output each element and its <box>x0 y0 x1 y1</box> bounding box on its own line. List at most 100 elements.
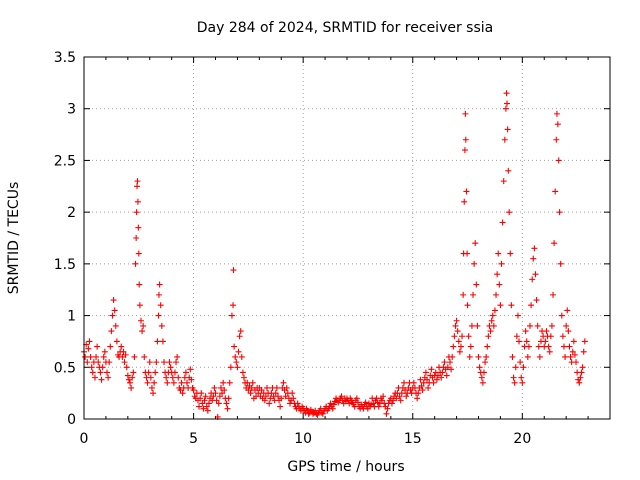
data-point-marker <box>127 379 134 386</box>
data-point-marker <box>227 364 234 371</box>
data-point-marker <box>144 379 151 386</box>
data-point-marker <box>245 387 252 394</box>
x-axis-label: GPS time / hours <box>287 459 404 475</box>
data-point-marker <box>511 379 518 386</box>
data-point-marker <box>273 384 280 391</box>
data-point-marker <box>520 364 527 371</box>
data-point-marker <box>536 353 543 360</box>
data-point-marker <box>534 322 541 329</box>
data-point-marker <box>134 178 141 185</box>
data-point-marker <box>118 343 125 350</box>
data-point-marker <box>120 348 127 355</box>
data-point-marker <box>480 369 487 376</box>
data-point-marker <box>217 384 224 391</box>
data-point-marker <box>525 343 532 350</box>
data-point-marker <box>204 407 211 414</box>
data-point-marker <box>530 255 537 262</box>
data-point-marker <box>104 369 111 376</box>
data-point-marker <box>434 372 441 379</box>
plot-frame <box>83 56 611 420</box>
data-point-marker <box>202 393 209 400</box>
data-point-marker <box>516 338 523 345</box>
data-point-marker <box>201 397 208 404</box>
data-point-marker <box>159 338 166 345</box>
data-point-marker <box>108 328 115 335</box>
data-point-marker <box>133 209 140 216</box>
data-point-marker <box>228 312 235 319</box>
data-point-marker <box>508 302 515 309</box>
data-point-marker <box>547 333 554 340</box>
data-point-marker <box>197 395 204 402</box>
data-point-marker <box>131 353 138 360</box>
data-point-marker <box>87 353 94 360</box>
data-point-marker <box>319 410 326 417</box>
data-point-marker <box>101 348 108 355</box>
data-point-marker <box>215 400 222 407</box>
data-point-marker <box>560 343 567 350</box>
data-point-marker <box>221 387 228 394</box>
data-point-marker <box>112 322 119 329</box>
data-point-marker <box>384 405 391 412</box>
data-point-marker <box>158 322 165 329</box>
x-tick-label: 10 <box>294 431 312 447</box>
data-point-marker <box>282 393 289 400</box>
data-point-marker <box>258 387 265 394</box>
data-point-marker <box>97 369 104 376</box>
data-point-marker <box>507 250 514 257</box>
data-point-marker <box>501 136 508 143</box>
data-point-marker <box>182 369 189 376</box>
data-point-marker <box>552 188 559 195</box>
data-point-marker <box>415 390 422 397</box>
data-point-marker <box>124 372 131 379</box>
data-point-marker <box>200 405 207 412</box>
data-point-marker <box>166 359 173 366</box>
data-point-marker <box>154 338 161 345</box>
data-point-marker <box>203 403 210 410</box>
data-point-marker <box>169 374 176 381</box>
data-point-marker <box>545 343 552 350</box>
grid-lines <box>84 57 610 419</box>
data-point-marker <box>171 369 178 376</box>
data-point-marker <box>338 393 345 400</box>
data-point-marker <box>553 136 560 143</box>
x-tick-label: 15 <box>404 431 422 447</box>
data-point-marker <box>354 399 361 406</box>
data-point-marker <box>160 359 167 366</box>
data-point-marker <box>529 276 536 283</box>
data-point-marker <box>146 359 153 366</box>
data-point-marker <box>493 291 500 298</box>
data-point-marker <box>346 400 353 407</box>
data-point-marker <box>213 397 220 404</box>
data-point-marker <box>330 401 337 408</box>
data-point-marker <box>571 351 578 358</box>
data-point-marker <box>223 400 230 407</box>
data-point-marker <box>497 302 504 309</box>
data-point-marker <box>249 379 256 386</box>
data-point-marker <box>219 390 226 397</box>
data-point-marker <box>503 90 510 97</box>
data-point-marker <box>280 379 287 386</box>
data-point-marker <box>235 348 242 355</box>
data-point-marker <box>510 374 517 381</box>
data-point-marker <box>402 387 409 394</box>
data-point-marker <box>163 374 170 381</box>
data-point-marker <box>420 379 427 386</box>
data-point-marker <box>460 291 467 298</box>
y-tick-label: 2 <box>67 205 76 221</box>
data-point-marker <box>532 271 539 278</box>
data-point-marker <box>205 400 212 407</box>
data-point-marker <box>212 390 219 397</box>
x-tick-label: 0 <box>80 431 89 447</box>
data-point-marker <box>518 374 525 381</box>
data-point-marker <box>248 384 255 391</box>
data-point-marker <box>403 393 410 400</box>
data-point-marker <box>428 366 435 373</box>
data-point-marker <box>557 260 564 267</box>
data-point-marker <box>418 382 425 389</box>
data-point-marker <box>422 369 429 376</box>
data-point-marker <box>121 359 128 366</box>
data-point-marker <box>190 387 197 394</box>
data-point-marker <box>519 379 526 386</box>
data-point-marker <box>91 374 98 381</box>
data-point-marker <box>266 400 273 407</box>
